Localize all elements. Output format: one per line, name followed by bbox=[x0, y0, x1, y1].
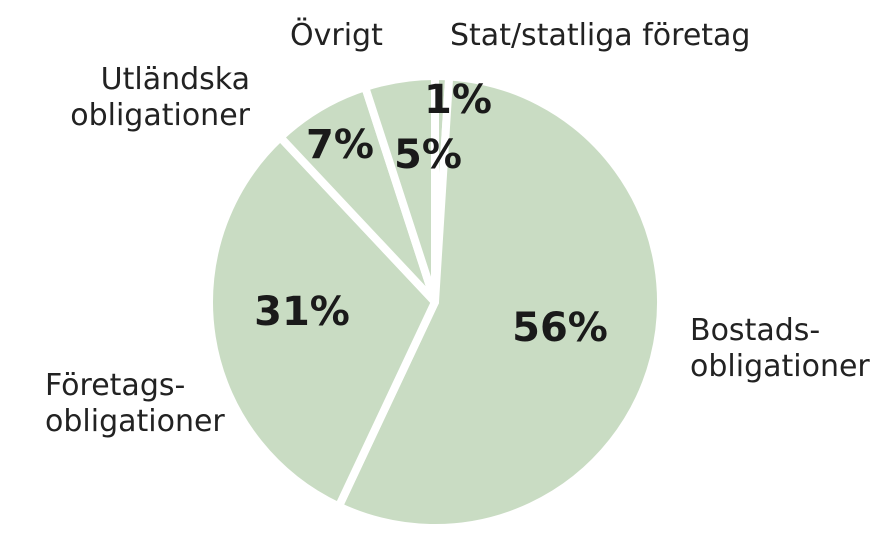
category-label: Företags- obligationer bbox=[45, 368, 225, 439]
category-label: Utländska obligationer bbox=[70, 62, 250, 133]
value-label: 5% bbox=[394, 132, 462, 178]
category-label: Övrigt bbox=[290, 18, 383, 53]
pie-slice bbox=[361, 72, 439, 306]
value-label: 1% bbox=[424, 77, 492, 123]
pie-slice bbox=[205, 133, 439, 511]
value-label: 56% bbox=[512, 305, 608, 351]
value-label: 7% bbox=[306, 122, 374, 168]
pie-slice bbox=[334, 72, 665, 532]
category-label: Bostads- obligationer bbox=[690, 313, 870, 384]
category-label: Stat/statliga företag bbox=[450, 18, 751, 53]
value-label: 31% bbox=[254, 289, 350, 335]
